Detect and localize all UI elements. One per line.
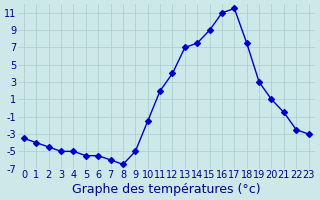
X-axis label: Graphe des températures (°c): Graphe des températures (°c)	[72, 183, 260, 196]
